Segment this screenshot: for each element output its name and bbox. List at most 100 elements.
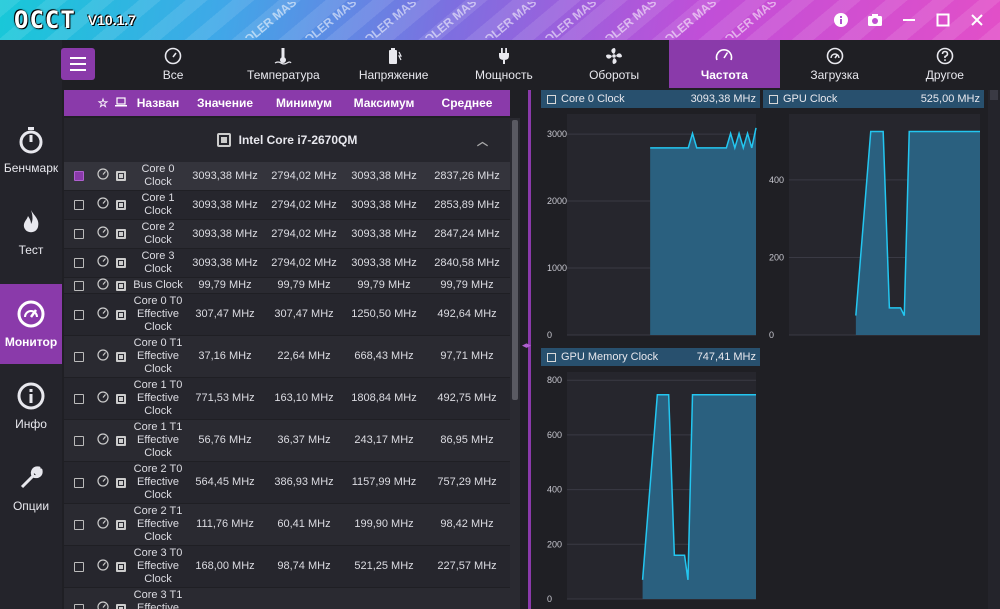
column-header-max[interactable]: Максимум: [353, 96, 415, 110]
row-checkbox[interactable]: [74, 280, 84, 291]
row-checkbox-cell[interactable]: [64, 393, 94, 404]
row-monitor-cell[interactable]: [112, 393, 130, 404]
row-checkbox[interactable]: [74, 258, 84, 268]
row-checkbox-cell[interactable]: [64, 280, 94, 291]
row-gauge-cell[interactable]: [94, 516, 112, 533]
sidebar-item-monitor[interactable]: Монитор: [0, 284, 62, 364]
row-gauge-cell[interactable]: [94, 600, 112, 609]
table-row[interactable]: Core 0 Clock 3093,38 MHz 2794,02 MHz 3093,3…: [64, 162, 510, 191]
row-checkbox[interactable]: [74, 477, 84, 488]
row-monitor-cell[interactable]: [112, 561, 130, 572]
charts-scrollbar-thumb[interactable]: [990, 90, 998, 100]
row-gauge-cell[interactable]: [94, 226, 112, 242]
table-row[interactable]: Core 3 T1 Effective Clock: [64, 588, 510, 609]
tab-fan-speed[interactable]: Обороты: [559, 40, 669, 88]
row-monitor-cell[interactable]: [112, 603, 130, 609]
row-gauge-cell[interactable]: [94, 277, 112, 294]
row-checkbox[interactable]: [74, 351, 84, 362]
table-row[interactable]: Core 1 Clock 3093,38 MHz 2794,02 MHz 3093,3…: [64, 191, 510, 220]
tab-power[interactable]: Мощность: [449, 40, 559, 88]
chart-checkbox[interactable]: [769, 94, 778, 104]
row-checkbox[interactable]: [74, 519, 84, 530]
tab-frequency[interactable]: Частота: [669, 40, 780, 88]
monitor-header-icon[interactable]: [112, 96, 130, 110]
row-checkbox[interactable]: [74, 309, 84, 320]
row-monitor-cell[interactable]: [112, 171, 130, 181]
row-gauge-cell[interactable]: [94, 306, 112, 323]
sidebar-item-test[interactable]: Тест: [0, 192, 62, 272]
row-checkbox-cell[interactable]: [64, 258, 94, 268]
table-row[interactable]: Core 2 Clock 3093,38 MHz 2794,02 MHz 3093,3…: [64, 220, 510, 249]
close-button[interactable]: [962, 5, 992, 35]
row-gauge-cell[interactable]: [94, 197, 112, 213]
row-checkbox[interactable]: [74, 603, 84, 609]
collapse-caret-icon[interactable]: ︿: [477, 136, 488, 148]
table-row[interactable]: Core 3 Clock 3093,38 MHz 2794,02 MHz 3093,3…: [64, 249, 510, 278]
row-checkbox-cell[interactable]: [64, 309, 94, 320]
table-row[interactable]: Core 1 T1 Effective Clock 56,76 MHz 36,37 …: [64, 420, 510, 462]
row-monitor-cell[interactable]: [112, 229, 130, 239]
row-checkbox[interactable]: [74, 561, 84, 572]
row-checkbox[interactable]: [74, 200, 84, 210]
sidebar-item-options[interactable]: Опции: [0, 448, 62, 528]
minimize-button[interactable]: [894, 5, 924, 35]
column-header-avg[interactable]: Среднее: [441, 96, 493, 110]
column-header-name[interactable]: Назван: [136, 96, 180, 110]
row-gauge-cell[interactable]: [94, 432, 112, 449]
table-row[interactable]: Core 0 T1 Effective Clock 37,16 MHz 22,64 …: [64, 336, 510, 378]
table-row[interactable]: Core 3 T0 Effective Clock 168,00 MHz 98,74…: [64, 546, 510, 588]
row-checkbox-cell[interactable]: [64, 519, 94, 530]
row-checkbox-cell[interactable]: [64, 351, 94, 362]
row-checkbox[interactable]: [74, 435, 84, 446]
row-monitor-cell[interactable]: [112, 435, 130, 446]
maximize-button[interactable]: [928, 5, 958, 35]
row-checkbox-cell[interactable]: [64, 561, 94, 572]
row-monitor-cell[interactable]: [112, 258, 130, 268]
row-checkbox-cell[interactable]: [64, 200, 94, 210]
row-gauge-cell[interactable]: [94, 558, 112, 575]
row-checkbox-cell[interactable]: [64, 477, 94, 488]
favorite-header-icon[interactable]: ☆: [97, 96, 109, 110]
tab-all[interactable]: Все: [118, 40, 228, 88]
tab-other[interactable]: Другое: [890, 40, 1000, 88]
row-monitor-cell[interactable]: [112, 351, 130, 362]
table-row[interactable]: Core 1 T0 Effective Clock 771,53 MHz 163,1…: [64, 378, 510, 420]
splitter-handle-icon[interactable]: ◂▸: [522, 340, 532, 350]
sidebar-item-benchmark[interactable]: Бенчмарк: [0, 110, 62, 190]
chart-checkbox[interactable]: [547, 352, 556, 362]
row-checkbox-cell[interactable]: [64, 603, 94, 609]
row-checkbox-cell[interactable]: [64, 171, 94, 181]
row-gauge-cell[interactable]: [94, 390, 112, 407]
charts-scrollbar[interactable]: [988, 90, 1000, 609]
tab-voltage[interactable]: Напряжение: [339, 40, 449, 88]
row-monitor-cell[interactable]: [112, 280, 130, 291]
row-gauge-cell[interactable]: [94, 348, 112, 365]
table-row[interactable]: Core 2 T1 Effective Clock 111,76 MHz 60,41…: [64, 504, 510, 546]
row-checkbox[interactable]: [74, 393, 84, 404]
device-group-header[interactable]: Intel Core i7-2670QM ︿: [64, 118, 510, 162]
pane-splitter[interactable]: [528, 90, 531, 609]
row-gauge-cell[interactable]: [94, 474, 112, 491]
row-gauge-cell[interactable]: [94, 168, 112, 184]
table-row[interactable]: Core 2 T0 Effective Clock 564,45 MHz 386,9…: [64, 462, 510, 504]
info-button[interactable]: [826, 5, 856, 35]
table-row[interactable]: Bus Clock 99,79 MHz 99,79 MHz 99,79 MHz 99,7…: [64, 277, 510, 294]
table-scrollbar[interactable]: [510, 118, 520, 609]
row-checkbox[interactable]: [74, 171, 84, 181]
column-header-min[interactable]: Минимум: [275, 96, 333, 110]
column-header-value[interactable]: Значение: [196, 96, 254, 110]
table-row[interactable]: Core 0 T0 Effective Clock 307,47 MHz 307,4…: [64, 294, 510, 336]
row-monitor-cell[interactable]: [112, 309, 130, 320]
screenshot-button[interactable]: [860, 5, 890, 35]
row-checkbox-cell[interactable]: [64, 229, 94, 239]
row-monitor-cell[interactable]: [112, 200, 130, 210]
row-checkbox-cell[interactable]: [64, 435, 94, 446]
row-gauge-cell[interactable]: [94, 255, 112, 271]
chart-checkbox[interactable]: [547, 94, 556, 104]
row-checkbox[interactable]: [74, 229, 84, 239]
sidebar-item-info[interactable]: Инфо: [0, 366, 62, 446]
tab-load[interactable]: Загрузка: [780, 40, 890, 88]
row-monitor-cell[interactable]: [112, 519, 130, 530]
row-monitor-cell[interactable]: [112, 477, 130, 488]
tab-temperature[interactable]: Температура: [228, 40, 338, 88]
